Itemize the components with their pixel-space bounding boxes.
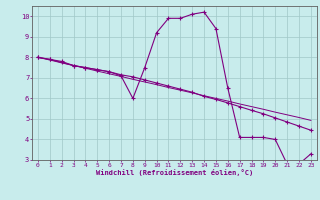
X-axis label: Windchill (Refroidissement éolien,°C): Windchill (Refroidissement éolien,°C): [96, 169, 253, 176]
